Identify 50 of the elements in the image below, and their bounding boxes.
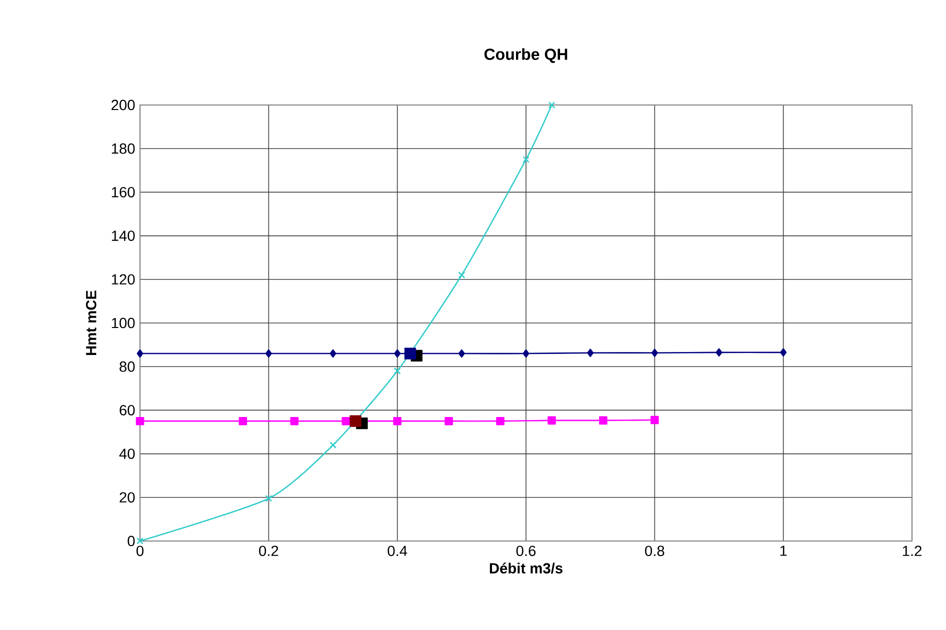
point <box>496 416 504 426</box>
y-tick-label: 200 <box>112 100 135 110</box>
point <box>136 416 144 426</box>
x-tick-label: 0.4 <box>388 546 408 556</box>
point <box>651 348 658 357</box>
y-tick-label: 20 <box>120 492 135 503</box>
point <box>136 349 144 358</box>
point <box>522 156 530 163</box>
x-tick-label: 1.2 <box>902 546 922 556</box>
point <box>238 416 248 426</box>
x-tick-label: 1 <box>780 546 787 556</box>
point <box>265 494 272 502</box>
y-tick-label: 100 <box>112 318 135 328</box>
point <box>394 349 401 358</box>
point <box>330 349 336 358</box>
x-tick-label: 0.8 <box>645 546 664 556</box>
y-tick-label: 40 <box>119 448 135 459</box>
point <box>458 272 466 279</box>
chart-title: Courbe QH <box>484 48 568 63</box>
point <box>444 416 453 426</box>
point <box>522 349 530 358</box>
point <box>342 416 350 426</box>
x-tick-label: 0 <box>136 546 144 556</box>
point <box>290 416 299 426</box>
x-tick-label: 0.6 <box>516 546 536 556</box>
point <box>599 416 608 425</box>
y-tick-label: 0 <box>128 536 135 546</box>
point <box>650 416 659 424</box>
point <box>458 349 465 358</box>
y-tick-label: 140 <box>112 230 135 241</box>
point <box>394 367 401 374</box>
point <box>548 101 556 108</box>
y-tick-label: 80 <box>120 361 135 372</box>
y-axis-title: Hmt mCE <box>86 290 96 356</box>
y-tick-label: 160 <box>112 187 135 198</box>
y-tick-label: 180 <box>112 143 135 154</box>
point <box>265 349 272 358</box>
x-axis-title: Débit m3/s <box>490 562 562 574</box>
point <box>404 348 416 360</box>
point <box>136 537 144 544</box>
point <box>548 416 556 425</box>
point <box>716 348 722 357</box>
point <box>350 415 362 427</box>
y-tick-label: 120 <box>112 274 135 285</box>
point <box>587 348 594 357</box>
x-tick-label: 0.2 <box>259 546 278 556</box>
point <box>780 348 787 357</box>
point <box>393 416 402 426</box>
point <box>330 442 337 449</box>
y-tick-label: 60 <box>120 405 135 416</box>
